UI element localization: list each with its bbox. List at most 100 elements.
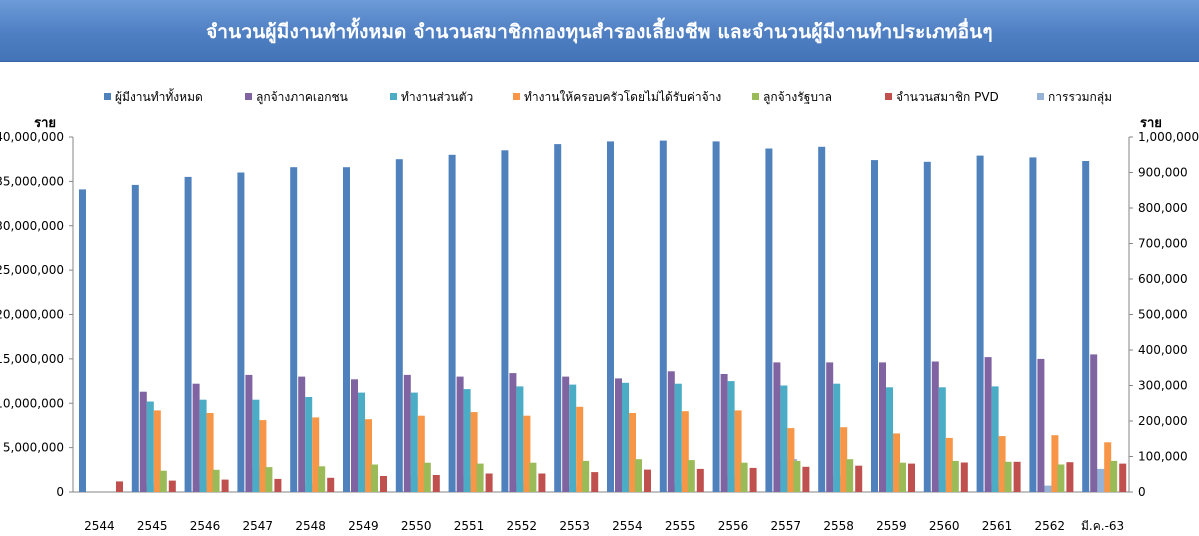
y-tick-label: 5,000,000 <box>3 441 64 455</box>
x-tick-label: 2550 <box>401 519 432 533</box>
bar-0-14 <box>818 146 826 493</box>
bar-0-12 <box>712 141 720 492</box>
y2-tick-label: 700,000 <box>1138 237 1188 251</box>
bar-2-14 <box>833 383 841 492</box>
bar-3-17 <box>998 436 1006 492</box>
bar-2-17 <box>991 386 999 492</box>
legend-label: ทำงานส่วนตัว <box>401 90 473 104</box>
bar-4-3 <box>265 467 273 492</box>
bar-5-12 <box>749 467 757 492</box>
bar-3-3 <box>259 420 267 492</box>
bar-5-5 <box>380 476 387 492</box>
bar-1-9 <box>562 376 570 492</box>
bar-1-18 <box>1037 358 1045 492</box>
bar-3-19 <box>1104 442 1112 492</box>
legend-swatch <box>513 93 520 100</box>
bar-2-15 <box>886 387 893 492</box>
bar-2-2 <box>199 399 207 492</box>
bar-5-17 <box>1013 461 1021 492</box>
y-axis-label: ราย <box>34 116 56 131</box>
x-tick-label: 2561 <box>982 519 1013 533</box>
bar-4-13 <box>793 460 801 492</box>
bar-3-5 <box>365 419 372 492</box>
x-tick-label: 2558 <box>823 519 854 533</box>
chart-axes: 0 5,000,000 10,000,000 15,000,000 20,000,000… <box>0 130 1199 499</box>
bar-3-18 <box>1051 435 1059 492</box>
bar-4-18 <box>1057 464 1065 492</box>
x-tick-label: 2552 <box>507 519 538 533</box>
bar-1-6 <box>403 374 411 492</box>
bar-0-13 <box>765 148 773 492</box>
bar-2-4 <box>305 397 313 492</box>
bar-0-16 <box>923 161 931 493</box>
bar-0-5 <box>343 167 350 492</box>
chart-title-bar: จำนวนผู้มีงานทำทั้งหมด จำนวนสมาชิกกองทุน… <box>0 0 1199 62</box>
bar-3-15 <box>893 433 900 492</box>
bar-4-14 <box>846 459 854 492</box>
bar-0-4 <box>290 167 298 492</box>
bar-5-11 <box>696 468 704 492</box>
x-tick-label: 2557 <box>771 519 802 533</box>
bar-1-15 <box>879 362 886 492</box>
x-tick-label: 2546 <box>190 519 221 533</box>
bar-4-16 <box>951 460 959 492</box>
legend-label: การรวมกลุ่ม <box>1048 90 1112 105</box>
bar-5-10 <box>644 469 651 492</box>
bar-3-1 <box>153 410 161 492</box>
bar-0-18 <box>1029 157 1037 492</box>
bar-4-7 <box>476 463 484 492</box>
y2-tick-label: 500,000 <box>1138 308 1188 322</box>
y2-axis-label: ราย <box>1140 116 1162 131</box>
chart-legend: ผู้มีงานทำทั้งหมด ลูกจ้างภาคเอกชน ทำงานส่ว… <box>104 88 1112 105</box>
bar-2-1 <box>146 401 154 492</box>
bar-0-3 <box>237 172 245 492</box>
bar-1-16 <box>931 361 939 492</box>
bar-0-7 <box>448 154 456 493</box>
x-tick-label: 2554 <box>612 519 643 533</box>
y-tick-label: 0 <box>56 485 64 499</box>
bar-4-15 <box>899 462 906 492</box>
bar-2-8 <box>516 386 524 492</box>
bar-5-4 <box>327 477 335 492</box>
bar-1-4 <box>298 376 306 492</box>
y-tick-label: 35,000,000 <box>0 174 64 188</box>
bar-4-11 <box>687 460 695 492</box>
bar-1-8 <box>509 373 517 492</box>
bar-5-16 <box>960 462 968 492</box>
x-tick-label: 2551 <box>454 519 485 533</box>
bar-5-7 <box>485 473 493 492</box>
x-tick-labels: 2544 2545 2546 2547 2548 2549 2550 2551 2552 2553… <box>84 519 1124 533</box>
y-tick-label: 40,000,000 <box>0 130 64 144</box>
bar-5-2 <box>221 479 229 492</box>
bar-1-12 <box>720 374 728 492</box>
x-tick-label: 2553 <box>559 519 590 533</box>
legend-label: จำนวนสมาชิก PVD <box>896 90 999 104</box>
x-tick-label: 2555 <box>665 519 696 533</box>
chart-title: จำนวนผู้มีงานทำทั้งหมด จำนวนสมาชิกกองทุน… <box>206 21 993 43</box>
legend-swatch <box>752 93 759 100</box>
legend-swatch <box>245 93 252 100</box>
bar-0-15 <box>871 160 878 492</box>
bar-4-12 <box>740 462 748 492</box>
y-tick-label: 25,000,000 <box>0 263 64 277</box>
bar-3-6 <box>417 415 425 492</box>
bar-2-13 <box>780 385 788 492</box>
legend-label: ทำงานให้ครอบครัวโดยไม่ได้รับค่าจ้าง <box>524 90 721 104</box>
bar-0-19 <box>1082 161 1090 492</box>
x-tick-label: 2559 <box>876 519 907 533</box>
legend-swatch <box>390 93 397 100</box>
bar-1-7 <box>456 376 464 492</box>
y2-tick-label: 800,000 <box>1138 201 1188 215</box>
bar-3-11 <box>681 411 689 492</box>
legend-swatch <box>104 93 111 100</box>
bar-5-1 <box>168 480 176 492</box>
bar-2-6 <box>410 392 418 492</box>
y2-tick-label: 900,000 <box>1138 166 1188 180</box>
legend-label: ลูกจ้างรัฐบาล <box>763 90 832 105</box>
x-tick-label: 2560 <box>929 519 960 533</box>
bar-5-8 <box>538 473 546 492</box>
y-tick-label: 20,000,000 <box>0 308 64 322</box>
bar-1-19 <box>1090 354 1098 492</box>
bar-1-5 <box>351 379 358 492</box>
bar-3-14 <box>840 427 848 492</box>
